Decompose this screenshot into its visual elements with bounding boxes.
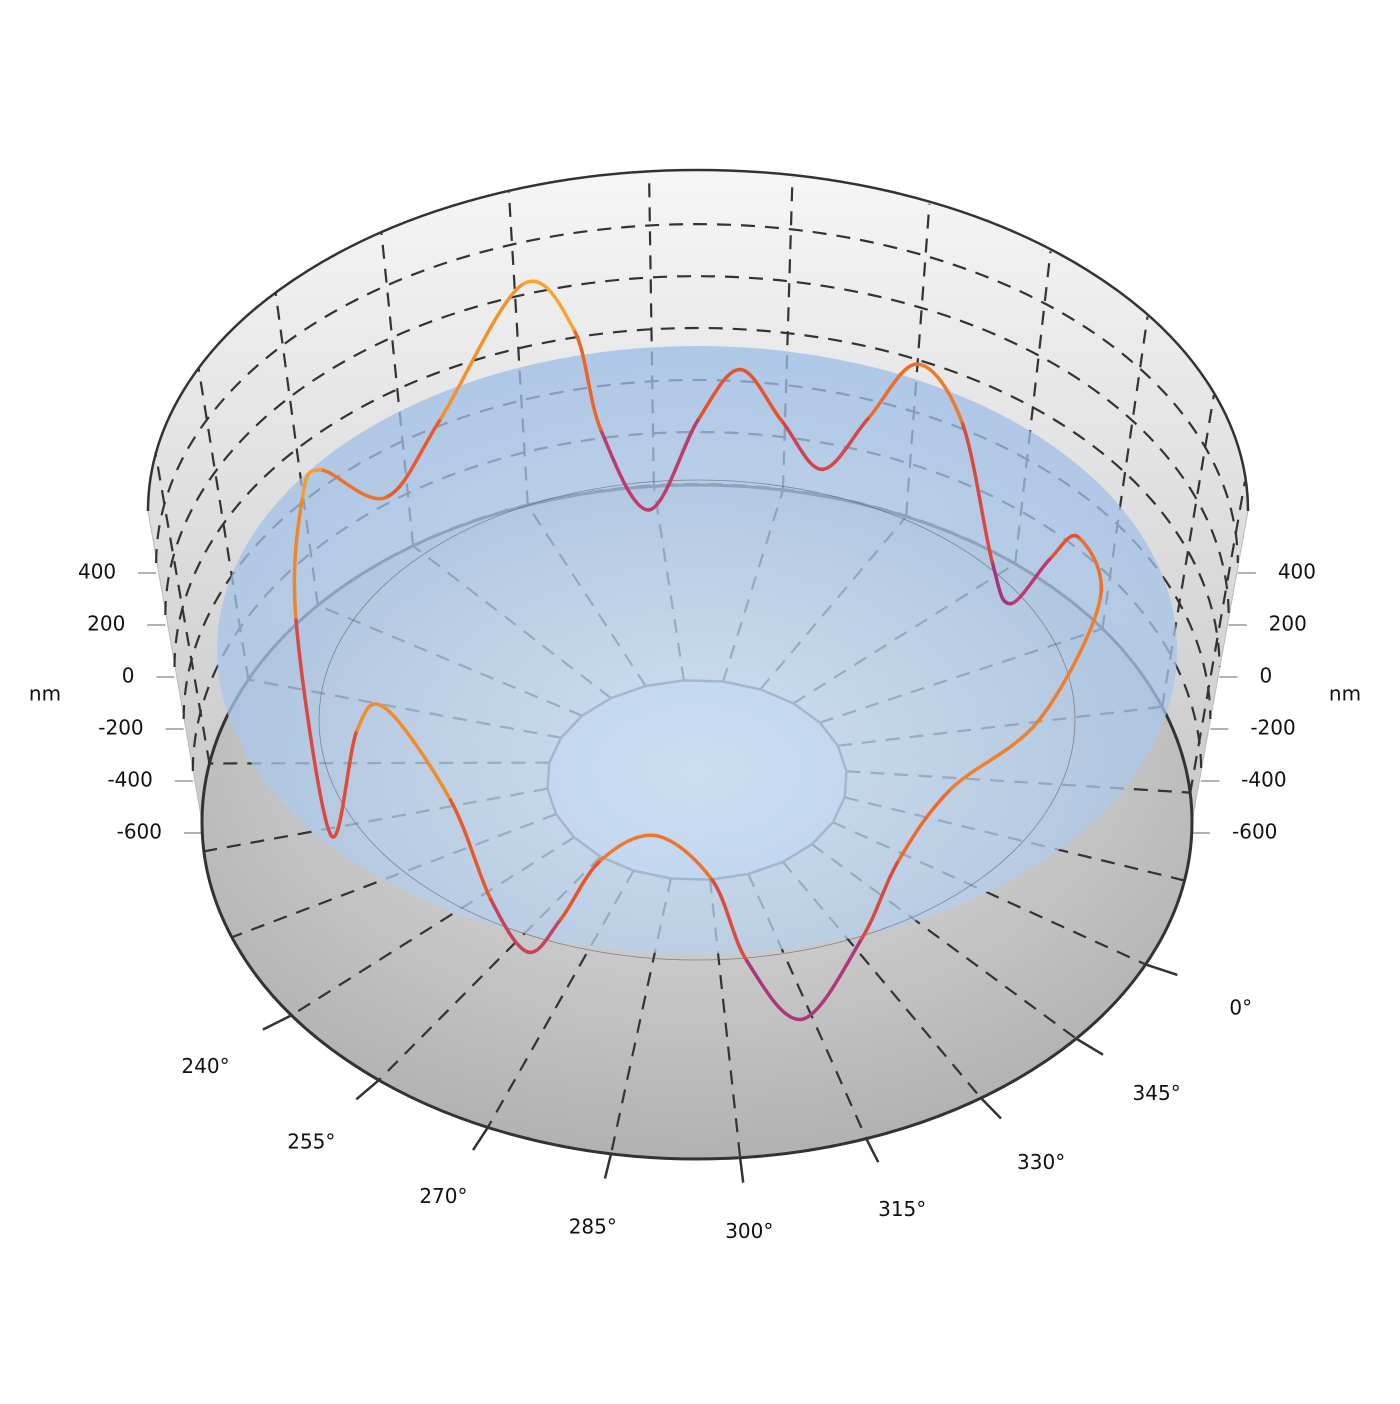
curve-segment [558,858,603,922]
wall-grid-line [154,451,211,765]
y-tick-label: -600 [1232,820,1277,844]
y-tick-label: 400 [1278,560,1316,584]
curve-segment [647,418,700,512]
height-grid-ring [155,223,1239,564]
curve-segment [654,833,714,882]
x-tick-label: 300° [725,1219,773,1243]
curve-segment [859,858,901,941]
y-tick-label: 0 [1260,664,1273,688]
curve-segment [959,419,994,563]
curve-segment [745,959,804,1022]
x-tick [1145,963,1178,977]
y-tick-label: -200 [98,716,143,740]
y-tick-label: 200 [1269,612,1307,636]
curve-segment [300,468,322,502]
y-tick-label: 400 [78,560,116,584]
x-tick [1075,1037,1104,1056]
curve-segment [1008,557,1052,606]
curve-segment [779,418,824,472]
curve-segment [738,367,784,423]
y-tick-label: -400 [107,768,152,792]
curve-segment [1047,533,1080,562]
y-tick-label: -400 [1241,768,1286,792]
curve-segment [598,833,658,863]
x-tick [603,1153,613,1179]
curve-segment [355,702,388,732]
curve-segment [294,618,333,837]
reference-circle [318,479,1076,961]
y-tick-label: 0 [122,664,135,688]
x-tick [262,1014,293,1031]
x-tick-label: 285° [569,1215,617,1239]
x-tick-label: 315° [878,1197,926,1221]
curve-segment [383,418,442,500]
curve-segment [915,362,964,424]
curve-segment [318,468,388,501]
curve-segment [489,897,530,954]
x-tick-label: 270° [419,1184,467,1208]
curve-segment [572,327,603,432]
y-tick-label: -600 [117,820,162,844]
curve-segment [520,279,576,332]
curve-segment [866,362,919,421]
x-tick [865,1138,880,1163]
curve-segment [292,498,304,622]
curve-segment [526,917,563,954]
x-tick [471,1126,489,1151]
curve-segment [598,427,651,512]
curve-segment [696,367,742,422]
x-tick-label: 0° [1229,995,1252,1019]
height-grid-ring [173,326,1221,668]
x-tick-label: 345° [1133,1081,1181,1105]
curve-segment [329,728,359,839]
x-tick [980,1097,1002,1120]
curve-segment [820,417,870,472]
curve-segment [949,718,1041,791]
height-grid-ring [164,274,1230,616]
x-tick [355,1079,380,1101]
curve-segment [800,937,864,1021]
curve-segment [1037,598,1102,722]
y-axis-label: nm [29,682,61,706]
wall-grid-line [1189,481,1246,794]
y-tick-label: 200 [87,612,125,636]
curve-segment [437,283,524,423]
curve [292,279,1103,1022]
curve-segment [897,787,953,862]
curve-segment [710,878,749,963]
x-tick-label: 240° [181,1054,229,1078]
x-tick-label: 255° [287,1129,335,1153]
y-axis-label: nm [1329,682,1361,706]
x-tick [738,1157,745,1183]
curve-segment [383,706,453,802]
curve-segment [448,798,493,902]
x-tick-label: 330° [1017,1150,1065,1174]
curve-segment [1076,535,1103,602]
curve-segment [990,559,1013,606]
y-tick-label: -200 [1250,716,1295,740]
top-rim [146,168,1250,512]
